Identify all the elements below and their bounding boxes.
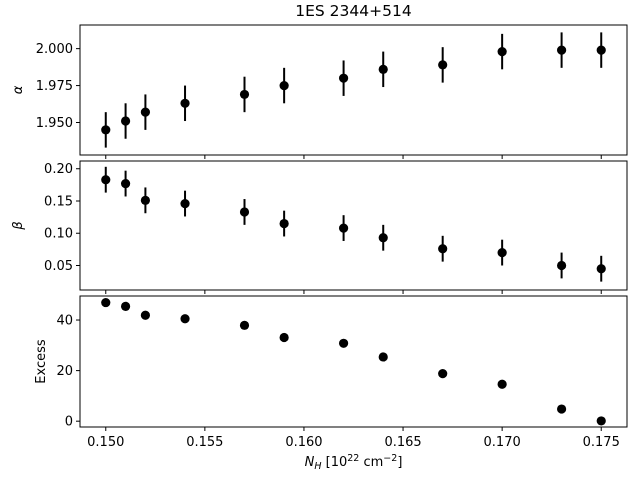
excess-data-point xyxy=(140,310,151,320)
panel-excess: 0 20 40 0.150 0.155 0.160 0.165 0.170 0.175 Exces… xyxy=(34,295,628,450)
x-axis-label-main: N xyxy=(305,455,315,470)
excess-data-point xyxy=(438,369,448,379)
alpha-data-point xyxy=(279,80,289,91)
excess-data-point xyxy=(556,404,567,414)
x-axis-label: NH [1022 cm−2] xyxy=(305,453,403,472)
x-tick-label: 0.155 xyxy=(186,435,223,450)
alpha-data-point xyxy=(101,125,111,135)
excess-y-tick-label: 20 xyxy=(56,364,73,379)
alpha-data-point xyxy=(438,60,448,70)
x-axis-label-unit: cm xyxy=(359,455,383,470)
excess-data-point xyxy=(596,416,606,426)
alpha-data-point xyxy=(140,107,151,117)
x-tick-label: 0.160 xyxy=(285,435,322,450)
excess-y-axis-label: Excess xyxy=(34,339,49,384)
excess-data-point xyxy=(180,314,190,324)
beta-y-tick-label: 0.20 xyxy=(44,162,73,177)
beta-data-point xyxy=(101,175,111,185)
excess-axes-frame xyxy=(79,295,628,428)
chart-title: 1ES 2344+514 xyxy=(295,2,411,20)
excess-data-point xyxy=(279,332,289,343)
beta-data-point xyxy=(120,178,131,189)
beta-y-tick-label: 0.15 xyxy=(44,194,73,209)
excess-data-point xyxy=(378,352,388,362)
panel-alpha: 1.950 1.975 2.000 α xyxy=(11,24,628,159)
x-axis-label-unit-sup: −2 xyxy=(383,453,397,464)
excess-data-point xyxy=(338,338,349,348)
alpha-y-axis-label: α xyxy=(11,85,26,94)
x-axis-label-sub: H xyxy=(314,461,321,472)
beta-data-point xyxy=(378,233,388,243)
beta-data-point xyxy=(556,260,567,271)
excess-data-point xyxy=(101,297,111,308)
alpha-data-point xyxy=(180,98,190,108)
x-tick-label: 0.150 xyxy=(87,435,124,450)
alpha-data-point xyxy=(120,116,131,126)
alpha-data-point xyxy=(338,73,349,83)
alpha-y-tick-label: 1.950 xyxy=(36,116,73,131)
beta-axes-frame xyxy=(79,160,628,291)
x-tick-label: 0.165 xyxy=(384,435,421,450)
excess-data-point xyxy=(239,320,250,330)
alpha-data-point xyxy=(497,46,507,57)
excess-data-point xyxy=(120,301,131,311)
beta-data-point xyxy=(438,244,448,254)
alpha-data-point xyxy=(556,45,567,55)
x-axis-label-close: ] xyxy=(397,455,402,470)
beta-data-point xyxy=(239,207,250,217)
beta-y-tick-label: 0.05 xyxy=(44,259,73,274)
x-axis-label-rest: [10 xyxy=(322,455,348,470)
beta-y-tick-label: 0.10 xyxy=(44,227,73,242)
x-tick-label: 0.175 xyxy=(583,435,620,450)
panel-beta: 0.05 0.10 0.15 0.20 β xyxy=(11,160,628,294)
x-axis-label-sup: 22 xyxy=(347,453,359,464)
alpha-axes-frame xyxy=(79,24,628,156)
alpha-y-tick-label: 2.000 xyxy=(36,42,73,57)
beta-data-point xyxy=(279,218,289,229)
alpha-data-point xyxy=(239,89,250,100)
excess-y-tick-label: 0 xyxy=(65,415,73,430)
beta-data-point xyxy=(338,223,349,233)
excess-data-point xyxy=(497,379,507,389)
alpha-data-point xyxy=(596,45,606,55)
beta-data-point xyxy=(140,195,151,205)
alpha-data-point xyxy=(378,64,388,74)
excess-y-tick-label: 40 xyxy=(56,314,73,329)
beta-data-point xyxy=(596,264,606,274)
alpha-y-tick-label: 1.975 xyxy=(36,79,73,94)
beta-y-axis-label: β xyxy=(11,221,26,230)
beta-data-point xyxy=(180,198,190,209)
x-tick-label: 0.170 xyxy=(484,435,521,450)
beta-data-point xyxy=(497,247,507,258)
